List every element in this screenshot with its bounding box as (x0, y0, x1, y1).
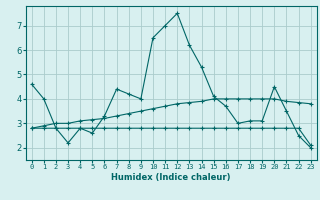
X-axis label: Humidex (Indice chaleur): Humidex (Indice chaleur) (111, 173, 231, 182)
